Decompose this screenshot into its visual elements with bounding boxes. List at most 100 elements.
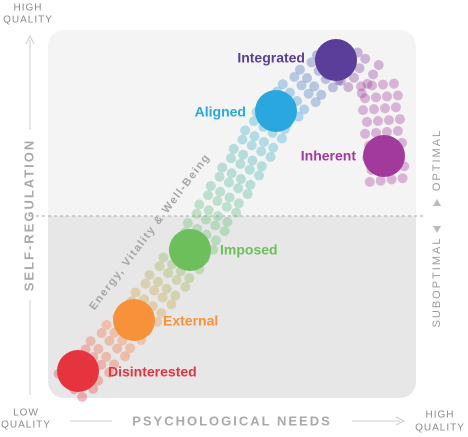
trail-dot (392, 125, 403, 136)
trail-dot (223, 177, 234, 188)
trail-dot (221, 201, 232, 212)
trail-dot (149, 285, 160, 296)
trail-dot (268, 142, 279, 153)
trail-dot (163, 268, 174, 279)
trail-dot (184, 273, 195, 284)
trail-dot (256, 146, 267, 157)
trail-dot (358, 105, 369, 116)
trail-dot (222, 216, 233, 227)
trail-dot (233, 183, 244, 194)
trail-dot (154, 261, 165, 272)
trail-dot (302, 73, 313, 84)
trail-dot (120, 351, 131, 362)
trail-dot (219, 226, 230, 237)
trail-dot (276, 133, 287, 144)
trail-dot (316, 89, 327, 100)
trail-dot (194, 199, 205, 210)
node-label: Integrated (237, 50, 305, 66)
trail-dot (394, 114, 405, 125)
zone-label: OPTIMAL (431, 129, 443, 191)
trail-dot (203, 205, 214, 216)
trail-dot (224, 192, 235, 203)
trail-dot (104, 335, 115, 346)
trail-dot (170, 290, 181, 301)
trail-dot (368, 69, 379, 80)
trail-dot (367, 80, 378, 91)
zone-arrow (433, 226, 441, 233)
trail-dot (386, 174, 397, 185)
trail-dot (296, 80, 307, 91)
corner-label: LOW (13, 408, 39, 419)
trail-dot (166, 299, 177, 310)
trail-dot (388, 78, 399, 89)
trail-dot (130, 287, 141, 298)
trail-dot (212, 196, 223, 207)
trail-dot (85, 336, 96, 347)
trail-dot (249, 131, 260, 142)
trail-dot (377, 79, 388, 90)
corner-label: QUALITY (415, 423, 465, 434)
trail-dot (371, 127, 382, 138)
corner-label: QUALITY (1, 420, 51, 431)
trail-dot (306, 57, 317, 68)
trail-dot (210, 235, 221, 246)
node-label: External (163, 313, 218, 329)
trail-dot (277, 79, 288, 90)
trail-dot (233, 198, 244, 209)
trail-dot (392, 90, 403, 101)
node-label: Inherent (301, 148, 357, 164)
trail-dot (240, 125, 251, 136)
x-arrow (395, 416, 406, 426)
trail-dot (101, 320, 112, 331)
trail-dot (140, 278, 151, 289)
trail-dot (235, 174, 246, 185)
trail-dot (360, 53, 371, 64)
trail-dot (158, 252, 169, 263)
x-axis-label: PSYCHOLOGICAL NEEDS (132, 413, 332, 428)
trail-dot (248, 116, 259, 127)
trail-dot (238, 149, 249, 160)
trail-dot (96, 359, 107, 370)
trail-dot (246, 140, 257, 151)
trail-dot (144, 270, 155, 281)
zone-arrow (433, 199, 441, 206)
trail-dot (360, 128, 371, 139)
corner-label: HIGH (426, 410, 455, 421)
trail-dot (354, 63, 365, 74)
trail-dot (180, 281, 191, 292)
trail-dot (373, 60, 384, 71)
trail-dot (225, 153, 236, 164)
trail-dot (265, 152, 276, 163)
trail-dot (247, 155, 258, 166)
trail-dot (348, 72, 359, 83)
trail-dot (309, 81, 320, 92)
trail-dot (203, 190, 214, 201)
trail-dot (381, 91, 392, 102)
zone-label: SUBOPTIMAL (431, 237, 443, 328)
trail-dot (191, 208, 202, 219)
trail-dot (375, 175, 386, 186)
node-label: Aligned (195, 104, 246, 120)
trail-dot (360, 93, 371, 104)
trail-dot (215, 186, 226, 197)
trail-dot (369, 104, 380, 115)
trail-dot (228, 143, 239, 154)
trail-dot (362, 116, 373, 127)
trail-dot (362, 78, 373, 89)
trail-dot (112, 343, 123, 354)
trail-dot (182, 218, 193, 229)
trail-dot (109, 359, 120, 370)
trail-dot (256, 161, 267, 172)
trail-dot (213, 211, 224, 222)
corner-label: HIGH (14, 3, 43, 14)
node-label: Disinterested (108, 364, 197, 380)
trail-dot (104, 367, 115, 378)
trail-dot (161, 283, 172, 294)
trail-dot (244, 164, 255, 175)
trail-dot (390, 102, 401, 113)
trail-dot (214, 171, 225, 182)
trail-dot (205, 180, 216, 191)
y-axis-label: SELF-REGULATION (21, 139, 36, 292)
suboptimal-zone (48, 216, 416, 398)
